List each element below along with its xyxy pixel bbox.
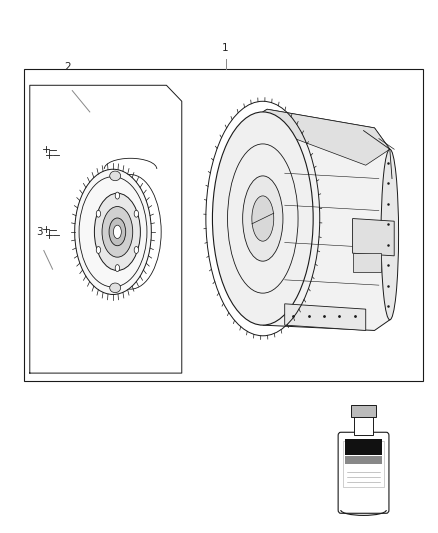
Ellipse shape xyxy=(95,193,140,271)
Polygon shape xyxy=(353,219,394,256)
Polygon shape xyxy=(263,109,390,165)
Ellipse shape xyxy=(212,112,313,325)
Bar xyxy=(351,405,376,417)
Text: 1: 1 xyxy=(222,43,229,53)
Ellipse shape xyxy=(113,225,121,239)
Bar xyxy=(24,69,423,381)
Ellipse shape xyxy=(102,207,133,257)
Ellipse shape xyxy=(243,176,283,261)
Ellipse shape xyxy=(134,247,138,254)
Polygon shape xyxy=(285,304,366,330)
Ellipse shape xyxy=(134,211,138,217)
Bar xyxy=(345,456,382,464)
Ellipse shape xyxy=(109,218,126,246)
Ellipse shape xyxy=(381,149,399,320)
Polygon shape xyxy=(354,415,373,435)
Polygon shape xyxy=(263,109,390,330)
Ellipse shape xyxy=(115,265,120,272)
Text: 2: 2 xyxy=(64,62,71,71)
Ellipse shape xyxy=(96,211,101,217)
Ellipse shape xyxy=(74,169,152,294)
Bar xyxy=(353,253,381,272)
Ellipse shape xyxy=(110,171,120,181)
Bar xyxy=(345,439,382,455)
Text: 4: 4 xyxy=(367,424,374,434)
Ellipse shape xyxy=(110,283,120,293)
Text: 3: 3 xyxy=(36,227,43,237)
Ellipse shape xyxy=(252,196,274,241)
FancyBboxPatch shape xyxy=(338,432,389,513)
Bar xyxy=(343,441,384,487)
Ellipse shape xyxy=(115,192,120,199)
Ellipse shape xyxy=(96,247,101,254)
